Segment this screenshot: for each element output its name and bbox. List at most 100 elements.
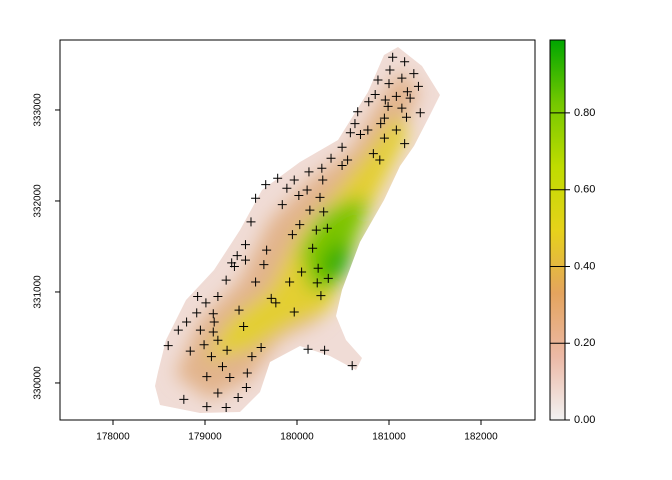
point	[385, 65, 395, 75]
point	[376, 119, 386, 129]
point	[384, 79, 394, 89]
point	[239, 322, 249, 332]
point	[391, 91, 401, 101]
point	[375, 155, 385, 165]
colorbar-tick-label: 0.40	[574, 260, 595, 272]
point	[247, 352, 257, 362]
point	[251, 277, 261, 287]
point	[285, 277, 295, 287]
point	[208, 309, 218, 319]
point	[266, 293, 276, 303]
point	[379, 113, 389, 123]
colorbar-tick-label: 0.80	[574, 107, 595, 119]
point	[273, 173, 283, 183]
point	[353, 107, 363, 117]
point	[308, 243, 318, 253]
point	[364, 97, 374, 107]
colorbar-tick-label: 0.20	[574, 337, 595, 349]
point	[313, 263, 323, 273]
point	[256, 342, 266, 352]
point	[337, 142, 347, 152]
point	[383, 101, 393, 111]
point	[317, 163, 327, 173]
x-tick-label: 179000	[188, 432, 222, 443]
x-tick-label: 182000	[464, 432, 498, 443]
point	[304, 167, 314, 177]
point	[316, 291, 326, 301]
x-tick-label: 181000	[372, 432, 406, 443]
point	[163, 341, 173, 351]
y-tick-label: 330000	[33, 366, 44, 400]
point	[192, 308, 202, 318]
point	[347, 361, 357, 371]
point	[297, 267, 307, 277]
point	[302, 185, 312, 195]
point	[282, 183, 292, 193]
point	[305, 205, 315, 215]
point	[379, 133, 389, 143]
point	[277, 200, 287, 210]
point	[373, 75, 383, 85]
raster-top	[300, 200, 370, 290]
point	[242, 368, 252, 378]
point	[405, 93, 415, 103]
point	[370, 90, 380, 100]
x-tick-label: 180000	[280, 432, 314, 443]
point	[208, 327, 218, 337]
point	[287, 230, 297, 240]
point	[289, 175, 299, 185]
point	[350, 119, 360, 129]
point	[319, 207, 329, 217]
point	[201, 298, 211, 308]
point	[209, 317, 219, 327]
point	[195, 325, 205, 335]
point	[202, 402, 212, 412]
y-tick-label: 332000	[33, 184, 44, 218]
point	[261, 180, 271, 190]
point	[397, 73, 407, 83]
y-tick-label: 331000	[33, 275, 44, 309]
point	[397, 103, 407, 113]
point	[320, 345, 330, 355]
point	[251, 193, 261, 203]
point	[400, 139, 410, 149]
point	[322, 223, 332, 233]
point	[409, 69, 419, 79]
point	[289, 307, 299, 317]
point	[415, 108, 425, 118]
point	[259, 260, 269, 270]
point	[295, 220, 305, 230]
point	[380, 95, 390, 105]
point	[315, 192, 325, 202]
point	[225, 373, 235, 383]
point	[173, 325, 183, 335]
point	[182, 317, 192, 327]
point	[213, 292, 223, 302]
point	[240, 255, 250, 265]
point	[262, 245, 272, 255]
point	[202, 372, 212, 382]
point	[199, 340, 209, 350]
point	[217, 362, 227, 372]
point	[233, 393, 243, 403]
point	[323, 273, 333, 283]
point	[246, 217, 256, 227]
point	[363, 125, 373, 135]
point	[206, 352, 216, 362]
point	[303, 344, 313, 354]
point	[229, 261, 239, 271]
point	[221, 275, 231, 285]
point	[232, 251, 242, 261]
point	[213, 388, 223, 398]
point	[311, 225, 321, 235]
point	[271, 298, 281, 308]
raster-peak	[320, 240, 352, 285]
point	[355, 130, 365, 140]
colorbar-tick-label: 0.00	[574, 414, 595, 426]
y-tick-label: 333000	[33, 93, 44, 127]
point	[185, 346, 195, 356]
point	[326, 153, 336, 163]
point	[337, 160, 347, 170]
